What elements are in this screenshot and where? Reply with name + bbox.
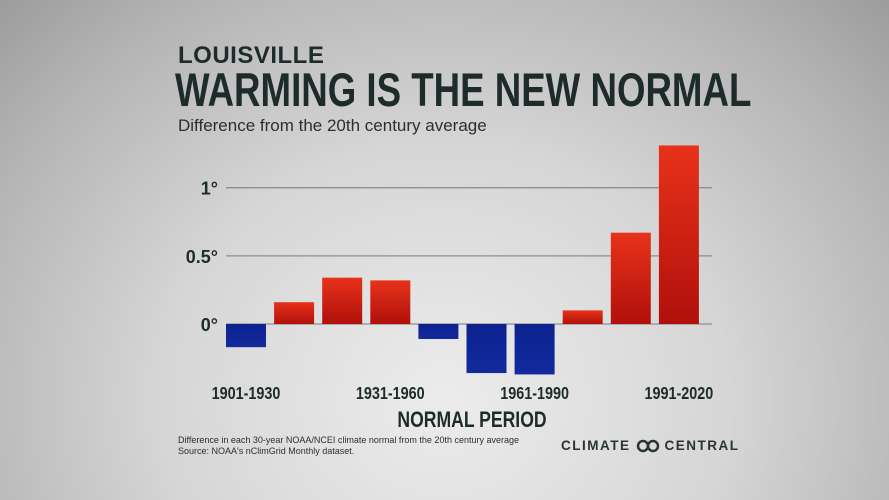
bar [274,302,315,324]
bar [322,277,363,324]
x-tick-label: 1901-1930 [212,384,281,404]
logo-text-left: CLIMATE [561,438,631,453]
bar [466,324,507,374]
x-tick-label: 1961-1990 [500,384,569,404]
chart-subtitle: Difference from the 20th century average [178,116,487,135]
y-tick-label: 0° [201,315,218,335]
note-line-2: Source: NOAA's nClimGrid Monthly dataset… [178,446,355,456]
note-line-1: Difference in each 30-year NOAA/NCEI cli… [178,435,519,445]
y-tick-label: 1° [201,179,218,199]
source-note: Difference in each 30-year NOAA/NCEI cli… [178,435,519,457]
bar [370,280,411,324]
logo-text-right: CENTRAL [664,438,740,453]
bar [514,324,555,375]
x-axis-label: NORMAL PERIOD [397,408,546,432]
x-tick-label: 1991-2020 [645,384,714,404]
bar [562,310,603,324]
x-tick-label: 1931-1960 [356,384,425,404]
bar [226,324,266,348]
page-title: WARMING IS THE NEW NORMAL [175,63,752,116]
bar [610,232,651,324]
y-tick-label: 0.5° [186,247,218,267]
bar [418,324,459,339]
city-label: LOUISVILLE [178,42,325,69]
logo-rings-icon [636,439,659,452]
bar [658,145,699,324]
climate-central-logo: CLIMATE CENTRAL [561,438,740,453]
